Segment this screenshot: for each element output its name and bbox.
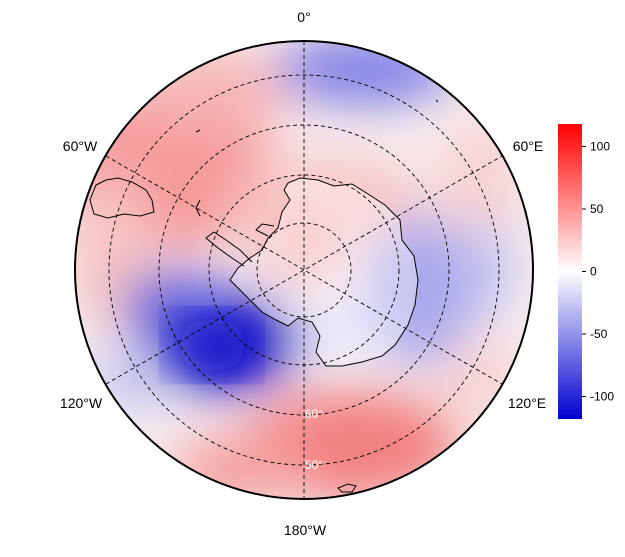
colorbar-gradient (558, 124, 582, 419)
graticule (105, 41, 503, 499)
latitude-label-50: 50° (305, 458, 323, 472)
antarctica-coastline (229, 177, 419, 367)
longitude-label-60e: 60°E (513, 138, 544, 154)
longitude-label-0: 0° (297, 9, 310, 25)
colorbar-tick-label: -100 (590, 390, 614, 404)
longitude-label-120w: 120°W (60, 395, 103, 411)
colorbar-tick-label: 100 (590, 140, 610, 154)
colorbar-tick-label: 0 (590, 265, 597, 279)
map-boundary (74, 40, 534, 500)
longitude-label-120e: 120°E (508, 395, 546, 411)
south-america-coastline (89, 177, 155, 219)
latitude-labels: 50° 60° (305, 407, 323, 472)
latitude-label-60: 60° (305, 407, 323, 421)
longitude-labels: 0° 60°E 120°E 180°W 120°W 60°W (60, 9, 546, 538)
longitude-label-180w: 180°W (284, 522, 327, 538)
anomaly-field (75, 41, 533, 499)
colorbar-tick-label: -50 (590, 327, 608, 341)
colorbar-ticks: 100 50 0 -50 -100 (582, 140, 614, 404)
colorbar: 100 50 0 -50 -100 (558, 124, 614, 419)
colorbar-tick-label: 50 (590, 202, 604, 216)
longitude-label-60w: 60°W (63, 138, 98, 154)
